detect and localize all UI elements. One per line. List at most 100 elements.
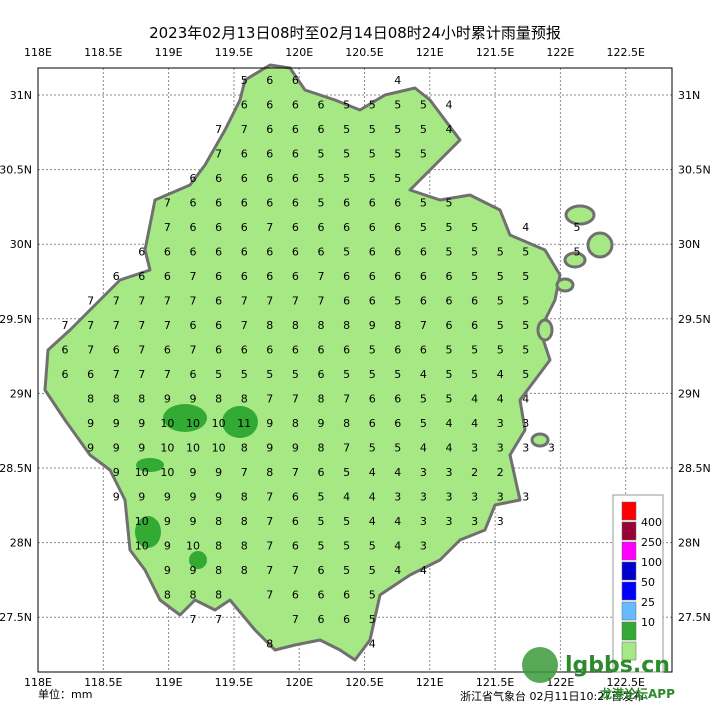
rainfall-value: 5 — [471, 270, 478, 283]
unit-label: 单位：mm — [38, 687, 92, 701]
rainfall-value: 3 — [420, 466, 427, 479]
legend-swatch — [621, 561, 637, 581]
watermark-site: lgbbs.cn — [565, 653, 670, 678]
rainfall-value: 7 — [190, 613, 197, 626]
rainfall-value: 6 — [318, 589, 325, 602]
rainfall-value: 5 — [446, 368, 453, 381]
rainfall-value: 6 — [394, 197, 401, 210]
rainfall-value: 3 — [497, 417, 504, 430]
rainfall-value: 6 — [292, 246, 299, 259]
rainfall-value: 9 — [190, 515, 197, 528]
source-label: 浙江省气象台 02月11日10:27首发布 — [460, 689, 644, 703]
rainfall-value: 6 — [190, 319, 197, 332]
rainfall-value: 5 — [446, 344, 453, 357]
rainfall-value: 3 — [522, 491, 529, 504]
lon-label-top: 120E — [285, 46, 313, 59]
lon-label-top: 120.5E — [345, 46, 383, 59]
lat-label-left: 31N — [10, 89, 32, 102]
rainfall-value: 6 — [292, 172, 299, 185]
rainfall-value: 8 — [113, 393, 120, 406]
rainfall-value: 5 — [522, 246, 529, 259]
rainfall-value: 6 — [420, 295, 427, 308]
rainfall-value: 7 — [215, 148, 222, 161]
rainfall-value: 6 — [292, 515, 299, 528]
rainfall-value: 7 — [241, 123, 248, 136]
rainfall-value: 9 — [215, 466, 222, 479]
rainfall-value: 5 — [420, 393, 427, 406]
rainfall-value: 6 — [241, 344, 248, 357]
rainfall-value: 6 — [113, 270, 120, 283]
rainfall-value: 6 — [318, 466, 325, 479]
rainfall-value: 6 — [394, 221, 401, 234]
lat-label-left: 28N — [10, 537, 32, 550]
rainfall-value: 5 — [369, 613, 376, 626]
lat-label-right: 30N — [678, 238, 700, 251]
lon-label-top: 122.5E — [606, 46, 644, 59]
rainfall-value: 9 — [190, 491, 197, 504]
rainfall-value: 6 — [164, 246, 171, 259]
rainfall-value: 5 — [420, 417, 427, 430]
rainfall-value: 5 — [241, 74, 248, 87]
rainfall-value: 7 — [87, 319, 94, 332]
rainfall-value: 5 — [522, 368, 529, 381]
rainfall-value: 7 — [87, 344, 94, 357]
rainfall-value: 10 — [135, 515, 149, 528]
rainfall-value: 5 — [394, 295, 401, 308]
axis-labels: 118E 118E 118.5E 118.5E 119E 119E 119.5E 119.5E… — [0, 46, 710, 689]
rainfall-value: 5 — [369, 589, 376, 602]
rainfall-value: 9 — [164, 540, 171, 553]
rainfall-value: 5 — [394, 172, 401, 185]
map-title: 2023年02月13日08时至02月14日08时24小时累计雨量预报 — [149, 24, 561, 42]
rainfall-value: 5 — [343, 172, 350, 185]
rainfall-value: 5 — [318, 491, 325, 504]
rainfall-value: 6 — [420, 270, 427, 283]
rainfall-value: 7 — [164, 319, 171, 332]
rainfall-value: 6 — [190, 197, 197, 210]
rainfall-value: 5 — [266, 368, 273, 381]
rainfall-value: 5 — [522, 344, 529, 357]
rainfall-value: 4 — [522, 393, 529, 406]
rain-patch — [136, 458, 164, 472]
rainfall-value: 6 — [318, 246, 325, 259]
island — [586, 231, 614, 259]
rainfall-value: 6 — [241, 221, 248, 234]
lat-label-right: 31N — [678, 89, 700, 102]
rainfall-value: 6 — [164, 344, 171, 357]
islands — [530, 204, 614, 448]
rainfall-value: 6 — [343, 197, 350, 210]
rainfall-value: 3 — [420, 540, 427, 553]
rainfall-value: 8 — [343, 417, 350, 430]
rainfall-value: 3 — [420, 515, 427, 528]
rainfall-value: 9 — [113, 442, 120, 455]
rainfall-value: 6 — [318, 344, 325, 357]
rainfall-value: 4 — [394, 466, 401, 479]
rainfall-value: 6 — [369, 417, 376, 430]
rainfall-value: 6 — [343, 344, 350, 357]
legend-swatch — [621, 541, 637, 561]
lon-label-bottom: 122E — [546, 676, 574, 689]
rainfall-value: 6 — [394, 246, 401, 259]
rainfall-value: 3 — [471, 442, 478, 455]
rainfall-value: 8 — [266, 319, 273, 332]
rainfall-value: 4 — [420, 368, 427, 381]
rainfall-value: 5 — [446, 221, 453, 234]
rainfall-value: 2 — [497, 466, 504, 479]
rainfall-value: 10 — [135, 540, 149, 553]
rainfall-value: 6 — [241, 99, 248, 112]
rainfall-value: 9 — [292, 442, 299, 455]
rainfall-value: 9 — [266, 442, 273, 455]
rainfall-value: 4 — [394, 540, 401, 553]
rainfall-value: 7 — [241, 295, 248, 308]
rainfall-value: 6 — [138, 246, 145, 259]
rainfall-value: 5 — [394, 442, 401, 455]
watermark-logo — [522, 647, 558, 683]
rainfall-value: 5 — [420, 197, 427, 210]
rainfall-value: 10 — [160, 466, 174, 479]
rainfall-value: 5 — [318, 515, 325, 528]
rainfall-value: 4 — [369, 466, 376, 479]
rainfall-value: 8 — [292, 417, 299, 430]
rainfall-value: 6 — [266, 99, 273, 112]
rainfall-value: 4 — [420, 442, 427, 455]
rainfall-value: 6 — [318, 221, 325, 234]
rainfall-value: 6 — [190, 221, 197, 234]
